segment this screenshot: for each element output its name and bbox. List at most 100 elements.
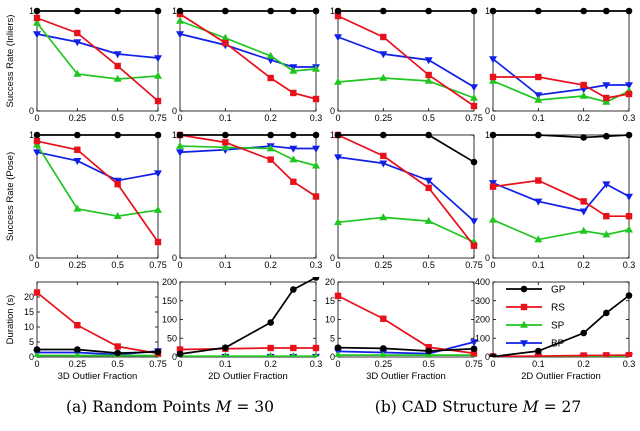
series-line-gp [338,134,475,163]
point-bp [266,57,275,65]
point-gp [114,131,121,139]
point-gp [380,345,387,352]
x-tick-label: 0 [335,113,340,123]
series-bp [334,34,478,92]
legend-label: RS [551,303,565,314]
series-line-rs [337,295,475,355]
point-rs [425,71,432,79]
point-rs [114,181,121,188]
point-gp [114,349,121,357]
point-gp [425,131,432,139]
series-rs [176,131,320,200]
point-rs [470,242,478,249]
y-tick-label: 5 [330,333,335,343]
point-sp [266,51,275,59]
y-tick-label: 1 [330,130,335,140]
x-tick-label: 0.75 [465,359,483,369]
point-bp [154,170,162,178]
subplot-r1-c1: 0 1 0 0.1 0.2 0.3 [172,130,322,270]
subplot-r0-c1: 0 1 0 0.1 0.2 0.3 [172,6,322,123]
point-gp [176,350,184,357]
point-bp [534,198,543,206]
legend-entry-gp: GP [506,285,566,296]
point-rs [154,97,162,105]
y-tick-label: 1 [485,6,490,16]
point-sp [73,204,82,212]
point-gp [33,7,41,15]
y-tick-label: 10 [325,315,335,325]
point-rs [603,94,610,102]
subplot-r2-c0: 0 5 10 15 20 0 0.25 0.5 0.75 3D Outlier Fraction [24,281,167,382]
point-rs [290,89,297,97]
point-gp [267,7,274,15]
point-rs [334,12,342,20]
point-gp [74,7,81,15]
point-rs [74,146,81,153]
series-rs [489,73,633,102]
point-rs [334,292,342,300]
y-tick-label: 0 [29,106,34,116]
point-gp [489,353,497,357]
x-tick-label: 0.2 [577,113,590,123]
x-tick-label: 0.5 [111,260,124,270]
point-bp [470,339,478,347]
y-tick-label: 15 [325,296,335,306]
series-line-rs [337,134,475,247]
x-tick-label: 0.1 [219,260,232,270]
point-sp [267,352,274,357]
x-tick-label: 0.2 [577,260,590,270]
x-tick-label: 0.75 [149,359,167,369]
series-rs [489,351,633,357]
point-sp [113,74,122,82]
point-gp [535,131,542,139]
series-gp [176,277,320,357]
point-sp [176,16,184,24]
point-gp [470,345,478,353]
x-tick-label: 0.2 [264,260,277,270]
x-tick-label: 0.2 [264,113,277,123]
y-tick-label: 150 [162,296,177,306]
point-bp [33,31,41,39]
x-tick-label: 0 [177,260,182,270]
point-sp [154,71,162,79]
point-rs [312,193,320,200]
point-rs [380,152,387,160]
point-sp [424,76,433,84]
x-tick-label: 0.3 [623,260,636,270]
series-bp [334,154,478,226]
x-tick-label: 0.3 [310,260,323,270]
legend-label: SP [551,321,565,332]
point-rs [33,14,41,22]
series-gp [33,346,162,357]
x-axis-label: 3D Outlier Fraction [366,371,446,382]
point-sp [534,95,543,103]
legend-marker [520,285,528,293]
y-tick-label: 5 [29,337,34,347]
point-sp [289,66,298,74]
point-bp [602,82,611,90]
series-gp [334,7,478,15]
x-tick-label: 0.75 [149,260,167,270]
y-tick-label: 0 [485,253,490,263]
point-gp [334,344,342,351]
point-gp [290,131,297,139]
x-tick-label: 0.75 [149,113,167,123]
point-bp [625,82,633,90]
point-gp [603,309,610,317]
x-tick-label: 0 [34,113,39,123]
y-tick-label: 20 [325,277,335,287]
x-tick-label: 0.5 [111,359,124,369]
axes-frame [36,10,159,112]
point-gp [470,158,478,166]
point-sp [489,215,497,223]
point-sp [113,211,122,219]
point-sp [334,218,342,226]
x-tick-label: 0.5 [422,113,435,123]
point-bp [154,55,162,63]
legend-marker [520,320,528,328]
point-sp [176,141,184,149]
x-tick-label: 0 [490,113,495,123]
legend-marker [520,303,528,311]
point-rs [267,74,274,82]
point-gp [470,7,478,15]
